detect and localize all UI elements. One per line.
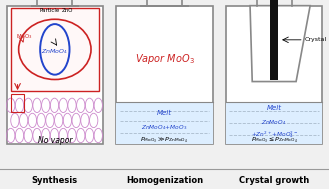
Text: ZnO: ZnO <box>62 8 74 13</box>
Text: ZnMoO$_4$+MoO$_3$: ZnMoO$_4$+MoO$_3$ <box>141 123 188 132</box>
FancyBboxPatch shape <box>226 102 322 144</box>
FancyBboxPatch shape <box>11 8 99 91</box>
Text: MoO$_3$: MoO$_3$ <box>16 32 33 41</box>
Text: +Zn$^{2+}$+MoO$_4^{2-}$: +Zn$^{2+}$+MoO$_4^{2-}$ <box>251 129 298 140</box>
Text: ZnMoO$_4$: ZnMoO$_4$ <box>41 47 68 56</box>
Text: Melt: Melt <box>267 105 282 112</box>
FancyBboxPatch shape <box>7 6 103 144</box>
Text: ZnMoO$_4$: ZnMoO$_4$ <box>262 118 287 127</box>
FancyBboxPatch shape <box>116 102 213 144</box>
FancyBboxPatch shape <box>116 6 213 144</box>
Text: Melt: Melt <box>157 110 172 116</box>
Polygon shape <box>250 6 310 82</box>
Text: $P_\mathrm{MoO_3}\gg P_\mathrm{ZnMoO_4}$: $P_\mathrm{MoO_3}\gg P_\mathrm{ZnMoO_4}$ <box>140 135 189 145</box>
FancyBboxPatch shape <box>270 0 278 80</box>
Text: Particle: Particle <box>39 8 60 13</box>
Text: $P_\mathrm{MoO_3}\leq P_\mathrm{ZnMoO_4}$: $P_\mathrm{MoO_3}\leq P_\mathrm{ZnMoO_4}… <box>251 135 297 145</box>
Text: Crystal: Crystal <box>305 37 327 42</box>
Text: No vapor: No vapor <box>38 136 72 145</box>
Text: Synthesis: Synthesis <box>32 176 78 185</box>
Text: Crystal growth: Crystal growth <box>239 176 309 185</box>
Text: Homogenization: Homogenization <box>126 176 203 185</box>
FancyBboxPatch shape <box>226 6 322 144</box>
Text: Vapor MoO$_3$: Vapor MoO$_3$ <box>135 52 194 66</box>
